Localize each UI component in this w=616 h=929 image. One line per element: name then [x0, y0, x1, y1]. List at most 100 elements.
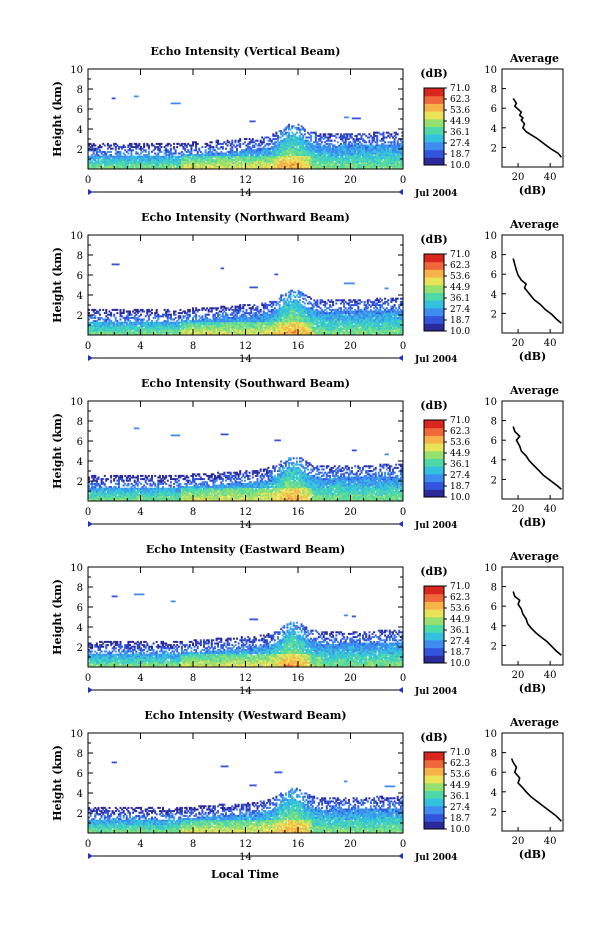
colorbar-tick-label: 18.7 [450, 648, 470, 658]
avg-title: Average [509, 52, 559, 65]
x-tick-label: 12 [239, 673, 252, 684]
avg-y-tick-label: 10 [484, 65, 497, 76]
y-tick-label: 4 [77, 457, 83, 468]
avg-xlabel: (dB) [519, 350, 546, 363]
y-tick-label: 6 [77, 271, 83, 282]
colorbar-segment [424, 450, 444, 459]
y-tick-label: 8 [77, 251, 83, 262]
colorbar-tick-label: 44.9 [450, 283, 470, 293]
colorbar-tick-label: 10.0 [450, 825, 470, 835]
x-tick-label: 20 [344, 175, 357, 186]
colorbar-segment [424, 593, 444, 602]
colorbar-tick-label: 10.0 [450, 659, 470, 669]
avg-y-tick-label: 10 [484, 563, 497, 574]
x-tick-label: 12 [239, 175, 252, 186]
avg-y-tick-label: 4 [491, 124, 497, 135]
day-bar-arrow [88, 355, 93, 361]
colorbar-unit: (dB) [420, 399, 447, 412]
avg-x-tick-label: 20 [512, 836, 525, 847]
colorbar-segment [424, 149, 444, 158]
avg-profile-line [510, 758, 562, 822]
avg-x-tick-label: 40 [544, 836, 557, 847]
colorbar-tick-label: 62.3 [450, 427, 470, 437]
colorbar-segment [424, 443, 444, 452]
day-label: 14 [239, 852, 252, 863]
avg-y-tick-label: 6 [491, 270, 497, 281]
avg-xlabel: (dB) [519, 516, 546, 529]
x-tick-label: 0 [400, 341, 406, 352]
x-tick-label: 20 [344, 839, 357, 850]
y-axis-label: Height (km) [51, 81, 64, 157]
colorbar-tick-label: 36.1 [450, 460, 470, 470]
x-tick-label: 4 [137, 673, 143, 684]
colorbar-segment [424, 435, 444, 444]
colorbar-tick-label: 71.0 [450, 582, 470, 592]
panel-2: Echo Intensity (Northward Beam) 2 4 6 8 10 0 4 8… [51, 211, 564, 365]
colorbar-segment [424, 601, 444, 610]
colorbar-tick-label: 18.7 [450, 150, 470, 160]
colorbar-tick-label: 10.0 [450, 327, 470, 337]
avg-xlabel: (dB) [519, 682, 546, 695]
avg-x-tick-label: 40 [544, 172, 557, 183]
colorbar-tick-label: 62.3 [450, 759, 470, 769]
colorbar-tick-label: 27.4 [450, 305, 470, 315]
colorbar-tick-label: 71.0 [450, 84, 470, 94]
day-label: 14 [239, 354, 252, 365]
colorbar-segment [424, 126, 444, 135]
x-tick-label: 0 [400, 175, 406, 186]
avg-y-tick-label: 6 [491, 602, 497, 613]
x-tick-label: 4 [137, 175, 143, 186]
colorbar-tick-label: 10.0 [450, 161, 470, 171]
colorbar-tick-label: 36.1 [450, 626, 470, 636]
panel-4: Echo Intensity (Eastward Beam) 2 4 6 8 10 0 4 8 1… [51, 543, 564, 697]
colorbar-segment [424, 458, 444, 467]
colorbar-segment [424, 616, 444, 625]
avg-y-tick-label: 4 [491, 456, 497, 467]
x-tick-label: 8 [190, 341, 196, 352]
panel-title: Echo Intensity (Northward Beam) [141, 211, 350, 224]
y-tick-label: 2 [77, 311, 83, 322]
colorbar-tick-label: 36.1 [450, 128, 470, 138]
colorbar-segment [424, 284, 444, 293]
panel-title: Echo Intensity (Southward Beam) [141, 377, 350, 390]
colorbar-segment [424, 790, 444, 799]
avg-xlabel: (dB) [519, 848, 546, 861]
x-tick-label: 12 [239, 341, 252, 352]
colorbar-tick-label: 27.4 [450, 803, 470, 813]
y-tick-label: 6 [77, 603, 83, 614]
y-tick-label: 10 [70, 397, 83, 408]
colorbar-tick-label: 36.1 [450, 294, 470, 304]
y-tick-label: 8 [77, 583, 83, 594]
colorbar-segment [424, 134, 444, 143]
panel-title: Echo Intensity (Eastward Beam) [146, 543, 345, 556]
colorbar-frame [423, 751, 445, 830]
y-tick-label: 4 [77, 789, 83, 800]
colorbar-segment [424, 323, 444, 332]
colorbar-segment [424, 609, 444, 618]
colorbar-segment [424, 111, 444, 120]
avg-xlabel: (dB) [519, 184, 546, 197]
date-label: Jul 2004 [414, 355, 457, 365]
day-bar-arrow [88, 853, 93, 859]
avg-y-tick-label: 2 [491, 143, 497, 154]
colorbar-frame [423, 87, 445, 166]
colorbar-segment [424, 647, 444, 656]
x-tick-label: 0 [85, 175, 91, 186]
x-tick-label: 0 [85, 507, 91, 518]
colorbar-tick-label: 62.3 [450, 261, 470, 271]
avg-y-tick-label: 8 [491, 251, 497, 262]
x-tick-label: 0 [400, 507, 406, 518]
colorbar-segment [424, 118, 444, 127]
colorbar-segment [424, 775, 444, 784]
colorbar-segment [424, 586, 444, 595]
x-tick-label: 16 [292, 175, 305, 186]
avg-x-tick-label: 40 [544, 504, 557, 515]
colorbar-tick-label: 27.4 [450, 139, 470, 149]
day-bar-arrow [398, 687, 403, 693]
date-label: Jul 2004 [414, 687, 457, 697]
colorbar-segment [424, 427, 444, 436]
avg-profile-line [512, 591, 562, 656]
x-tick-label: 0 [85, 839, 91, 850]
day-bar-arrow [398, 521, 403, 527]
avg-y-tick-label: 2 [491, 807, 497, 818]
